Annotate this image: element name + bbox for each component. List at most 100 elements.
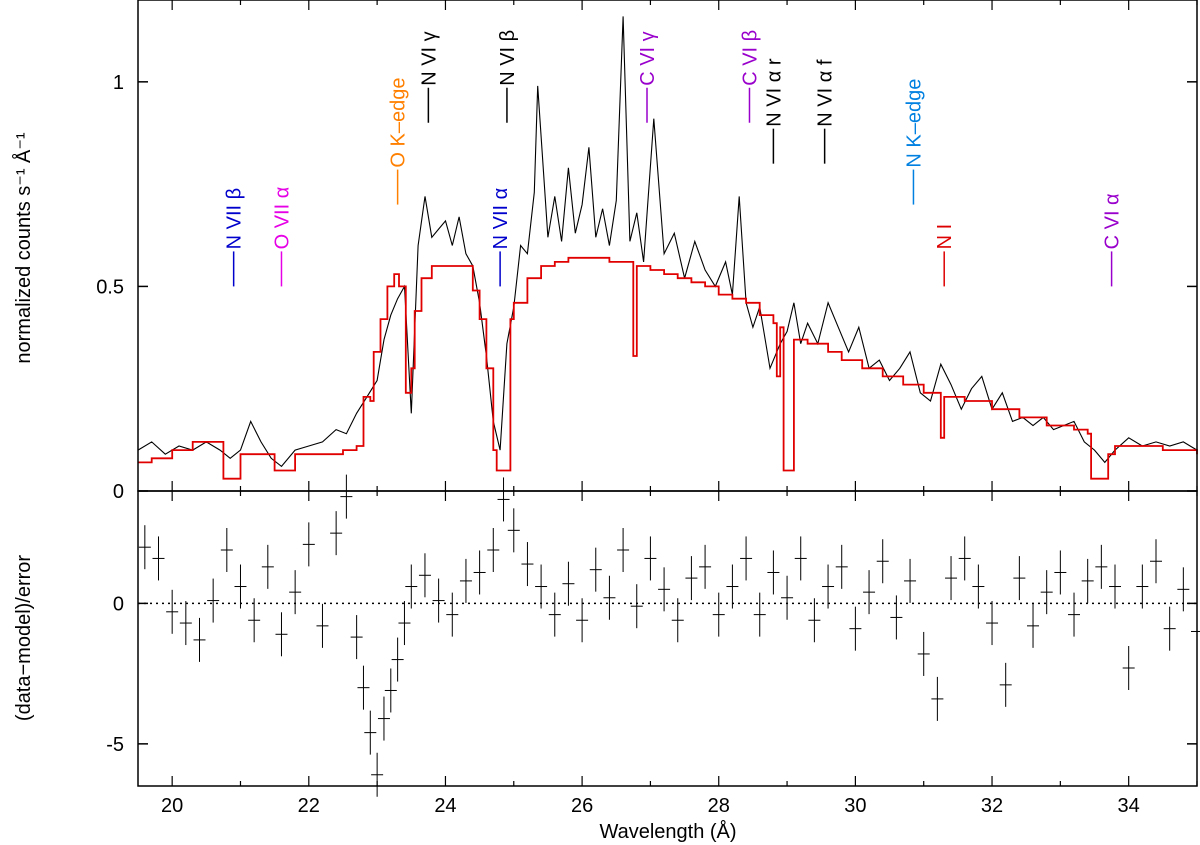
residual-point — [972, 564, 985, 609]
residual-point — [207, 578, 220, 623]
residual-point — [289, 570, 302, 615]
residual-point — [391, 637, 404, 682]
residual-point — [166, 589, 179, 634]
residual-point — [1177, 567, 1190, 612]
residual-point — [316, 603, 329, 648]
residual-point — [576, 598, 589, 643]
spectrum-plot-area — [137, 16, 1198, 480]
residual-point — [432, 578, 445, 623]
residual-point — [405, 564, 418, 609]
x-tick-label: 20 — [161, 795, 183, 817]
residual-point — [220, 528, 233, 572]
residual-point — [849, 606, 862, 651]
residual-point — [357, 665, 370, 710]
spectrum-y-axis-title: normalized counts s⁻¹ Å⁻¹ — [12, 132, 35, 364]
residual-point — [999, 662, 1012, 707]
residual-point — [377, 696, 390, 741]
line-id-label: N K–edge — [904, 79, 926, 168]
residuals-frame — [137, 490, 1198, 787]
residual-point — [808, 598, 821, 643]
residual-point — [562, 561, 575, 606]
x-axis-title: Wavelength (Å) — [599, 820, 736, 843]
residual-point — [446, 592, 459, 637]
line-id-label: N I — [934, 224, 956, 250]
residual-point — [261, 544, 274, 589]
residual-point — [497, 477, 510, 522]
line-id-label: N VI γ — [418, 31, 440, 85]
residual-point — [330, 511, 343, 556]
residual-point — [473, 550, 486, 595]
residual-point — [1136, 564, 1149, 609]
residual-point — [931, 676, 944, 721]
residual-point — [179, 601, 192, 646]
residual-point — [248, 598, 261, 643]
residual-point — [917, 631, 930, 676]
residual-point — [1040, 570, 1053, 615]
spectrum-y-tick-label: 0 — [113, 481, 124, 503]
residual-point — [876, 539, 889, 584]
residual-point — [603, 575, 616, 620]
residual-point — [863, 570, 876, 615]
spectrum-y-tick-label: 1 — [113, 72, 124, 94]
x-tick-label: 22 — [298, 795, 320, 817]
residual-point — [548, 592, 561, 637]
residual-point — [644, 536, 657, 581]
residual-point — [138, 525, 151, 570]
line-id-label: N VI α f — [815, 59, 837, 127]
residual-point — [275, 612, 288, 657]
residual-point — [535, 564, 548, 609]
residual-point — [699, 544, 712, 589]
line-id-label: N VI β — [497, 30, 519, 86]
x-tick-label: 28 — [708, 795, 730, 817]
residual-point — [1054, 550, 1067, 595]
model-series-line — [138, 256, 1198, 480]
residuals-y-tick-label: 0 — [113, 593, 124, 615]
residual-point — [1163, 606, 1176, 651]
residual-point — [794, 536, 807, 581]
residual-point — [767, 550, 780, 595]
residual-point — [371, 752, 384, 797]
residual-point — [658, 567, 671, 612]
residual-point — [1095, 544, 1108, 589]
residual-point — [459, 558, 472, 603]
residual-point — [521, 542, 534, 587]
residual-point — [945, 556, 958, 601]
residual-point — [630, 584, 643, 629]
residual-point — [1068, 592, 1081, 637]
residual-point — [234, 564, 247, 609]
residual-point — [835, 544, 848, 589]
spectrum-y-tick-label: 0.5 — [96, 276, 124, 298]
residual-point — [418, 553, 431, 598]
line-id-label: N VII β — [224, 188, 246, 250]
residual-point — [350, 615, 363, 660]
x-tick-label: 26 — [571, 795, 593, 817]
line-identifications: N VII β O VII α O K–edge N VI γ N VII α N VI … — [224, 30, 1124, 287]
residual-point — [302, 522, 315, 567]
residual-point — [487, 528, 500, 572]
residual-point — [507, 508, 520, 553]
residual-point — [364, 710, 377, 755]
line-id-label: N VII α — [490, 188, 512, 250]
line-id-label: O VII α — [272, 187, 294, 250]
residual-point — [340, 474, 353, 519]
line-id-label: O K–edge — [388, 78, 410, 168]
residual-point — [384, 668, 397, 713]
spectrum-axis-ticks: 00.51 — [96, 72, 1197, 503]
residual-point — [890, 595, 903, 640]
x-tick-label: 24 — [434, 795, 456, 817]
residuals-y-axis-title: (data−model)/error — [13, 555, 35, 722]
residual-point — [193, 617, 206, 662]
residual-point — [589, 547, 602, 592]
residual-point — [904, 558, 917, 603]
residual-point — [152, 536, 165, 581]
residual-point — [1109, 564, 1122, 609]
residuals-panel: -5 0 (data−model)/error — [13, 474, 1200, 797]
x-tick-label: 32 — [981, 795, 1003, 817]
line-id-label: C VI γ — [637, 31, 659, 85]
residual-point — [1027, 603, 1040, 648]
residual-point — [1150, 539, 1163, 584]
line-id-label: N VI α r — [763, 58, 785, 127]
